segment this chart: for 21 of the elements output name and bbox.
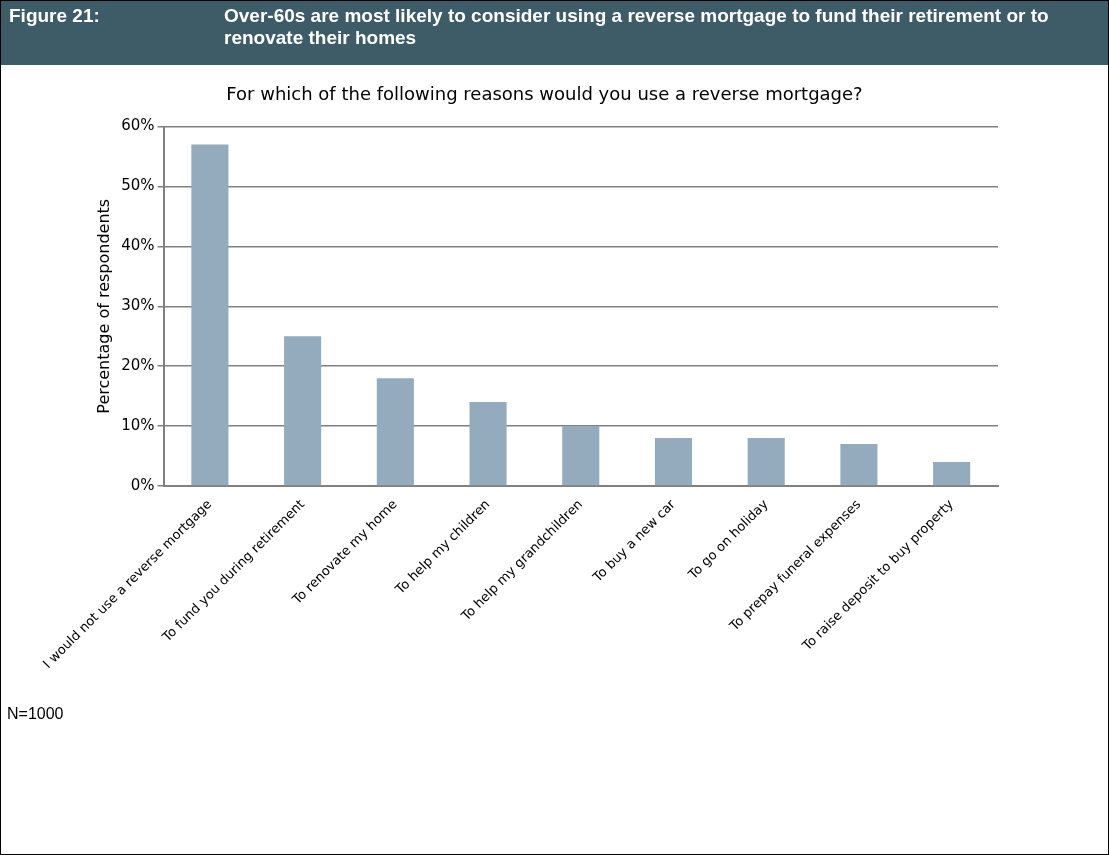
y-tick-label: 30% [121, 296, 155, 315]
y-tick-label: 40% [121, 236, 155, 255]
bar [469, 402, 507, 486]
bar [840, 444, 878, 486]
bar [376, 378, 414, 486]
y-tick-label: 50% [121, 176, 155, 195]
bar [654, 438, 693, 486]
bar [747, 438, 785, 486]
bar [191, 144, 229, 486]
bar [562, 426, 600, 486]
bar [284, 336, 322, 486]
text: N=1000 [6, 704, 65, 723]
chart-title: Over-60s are most likely to consider using a reverse mortgage to fund their retirement or to renovate their homes [224, 5, 1050, 50]
y-tick-label: 0% [130, 475, 155, 494]
chart-subtitle: For which of the following reasons would you use a reverse mortgage? [226, 83, 863, 105]
y-tick-label: 60% [121, 116, 155, 135]
y-tick-label: 10% [121, 415, 155, 434]
bar [933, 461, 971, 486]
y-axis-title: Percentage of respondents [93, 198, 113, 414]
caption: Figure 21: [9, 5, 101, 28]
y-tick-label: 20% [121, 356, 155, 375]
